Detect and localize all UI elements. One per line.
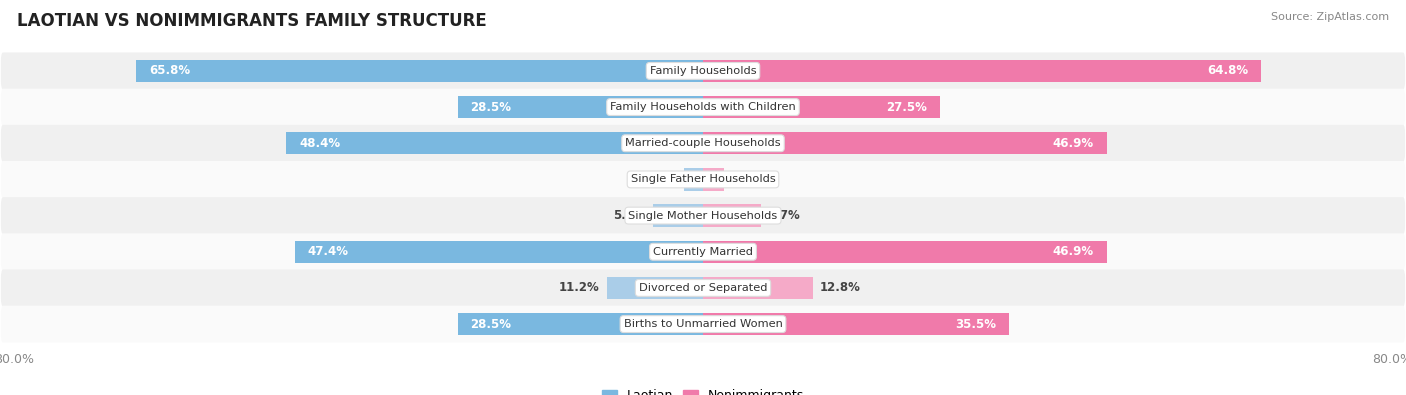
Text: Source: ZipAtlas.com: Source: ZipAtlas.com (1271, 12, 1389, 22)
Bar (703, 277, 813, 299)
Text: 47.4%: 47.4% (308, 245, 349, 258)
Bar (703, 313, 1008, 335)
Bar (703, 168, 724, 191)
Text: 6.7%: 6.7% (768, 209, 800, 222)
Text: Currently Married: Currently Married (652, 247, 754, 257)
Text: 28.5%: 28.5% (471, 101, 512, 114)
Text: 28.5%: 28.5% (471, 318, 512, 331)
Bar (685, 168, 703, 191)
Text: 27.5%: 27.5% (886, 101, 927, 114)
FancyBboxPatch shape (1, 197, 1405, 234)
Text: 35.5%: 35.5% (955, 318, 995, 331)
FancyBboxPatch shape (1, 306, 1405, 342)
Bar (703, 132, 1107, 154)
FancyBboxPatch shape (1, 269, 1405, 307)
Text: Family Households with Children: Family Households with Children (610, 102, 796, 112)
Text: 46.9%: 46.9% (1053, 245, 1094, 258)
Bar (652, 204, 703, 227)
FancyBboxPatch shape (1, 88, 1405, 126)
Text: 12.8%: 12.8% (820, 281, 860, 294)
Bar (703, 60, 1261, 82)
Bar (287, 132, 703, 154)
Bar (457, 96, 703, 118)
Text: Married-couple Households: Married-couple Households (626, 138, 780, 148)
Text: 2.2%: 2.2% (644, 173, 678, 186)
Text: 64.8%: 64.8% (1206, 64, 1249, 77)
Text: Single Mother Households: Single Mother Households (628, 211, 778, 220)
FancyBboxPatch shape (1, 233, 1405, 270)
Text: LAOTIAN VS NONIMMIGRANTS FAMILY STRUCTURE: LAOTIAN VS NONIMMIGRANTS FAMILY STRUCTUR… (17, 12, 486, 30)
FancyBboxPatch shape (1, 161, 1405, 198)
FancyBboxPatch shape (1, 125, 1405, 162)
Text: 46.9%: 46.9% (1053, 137, 1094, 150)
Text: Family Households: Family Households (650, 66, 756, 76)
Text: 48.4%: 48.4% (299, 137, 340, 150)
Bar (136, 60, 703, 82)
Bar (295, 241, 703, 263)
Text: Single Father Households: Single Father Households (631, 175, 775, 184)
Bar (457, 313, 703, 335)
Text: Divorced or Separated: Divorced or Separated (638, 283, 768, 293)
Bar (606, 277, 703, 299)
Bar (703, 204, 761, 227)
Bar (703, 96, 939, 118)
Text: Births to Unmarried Women: Births to Unmarried Women (624, 319, 782, 329)
FancyBboxPatch shape (1, 53, 1405, 89)
Text: 65.8%: 65.8% (149, 64, 190, 77)
Bar (703, 241, 1107, 263)
Text: 5.8%: 5.8% (613, 209, 647, 222)
Legend: Laotian, Nonimmigrants: Laotian, Nonimmigrants (596, 384, 810, 395)
Text: 11.2%: 11.2% (560, 281, 599, 294)
Text: 2.4%: 2.4% (731, 173, 763, 186)
